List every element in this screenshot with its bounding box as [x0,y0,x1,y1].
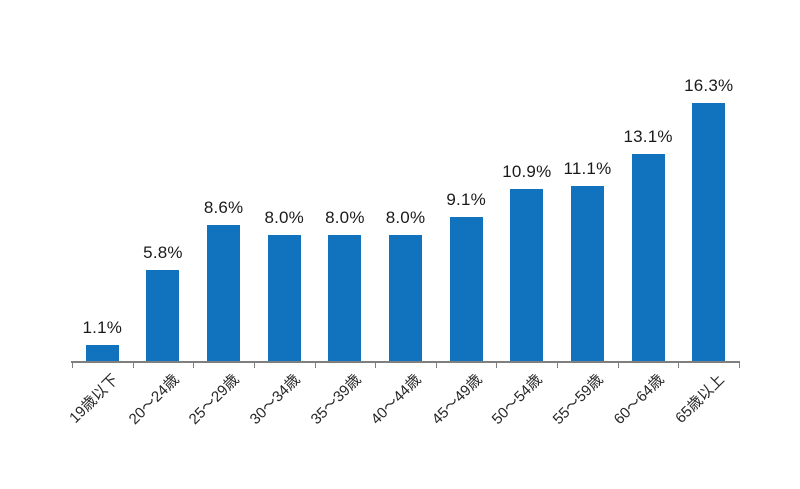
x-tick-label: 30〜34歳 [246,371,304,428]
x-axis-tick [254,362,255,368]
bar-35〜39歳 [328,235,362,362]
x-tick-label: 40〜44歳 [367,371,425,428]
x-axis-tick [375,362,376,368]
x-axis-tick [557,362,558,368]
x-tick-label: 25〜29歳 [185,371,243,428]
value-label: 10.9% [502,162,552,181]
x-axis-tick [315,362,316,368]
x-axis-tick [436,362,437,368]
value-label: 8.0% [264,208,305,227]
x-tick-label: 45〜49歳 [428,371,486,428]
value-label: 8.0% [325,208,365,227]
bar-65歳以上 [692,103,726,362]
value-label: 13.1% [623,127,673,146]
x-axis-tick [133,362,134,368]
bar-20〜24歳 [146,270,180,362]
x-axis-line [71,361,740,363]
bar-25〜29歳 [207,225,241,362]
x-tick-label: 55〜59歳 [549,371,607,428]
x-tick-label: 65歳以上 [672,371,728,427]
x-tick-label: 50〜54歳 [489,371,546,428]
value-label: 8.0% [385,208,426,227]
x-axis-tick [496,362,497,368]
x-axis-tick [678,362,679,368]
value-label: 9.1% [446,190,486,209]
value-label: 1.1% [82,318,123,337]
value-label: 8.6% [203,198,244,217]
value-label: 16.3% [684,76,734,95]
x-axis-tick [618,362,619,368]
bar-55〜59歳 [570,186,604,362]
value-label: 11.1% [563,159,612,178]
bar-40〜44歳 [389,235,423,362]
bar-50〜54歳 [510,189,544,362]
bar-19歳以下 [85,345,119,362]
x-axis-tick [739,362,740,368]
x-tick-label: 35〜39歳 [307,371,365,428]
bar-60〜64歳 [631,154,665,362]
bar-30〜34歳 [267,235,301,362]
value-label: 5.8% [143,243,183,262]
x-tick-label: 20〜24歳 [125,371,183,428]
x-axis-tick [72,362,73,368]
x-tick-label: 19歳以下 [65,371,122,427]
x-tick-label: 60〜64歳 [610,371,668,428]
bar-45〜49歳 [449,217,483,362]
x-axis-tick [193,362,194,368]
